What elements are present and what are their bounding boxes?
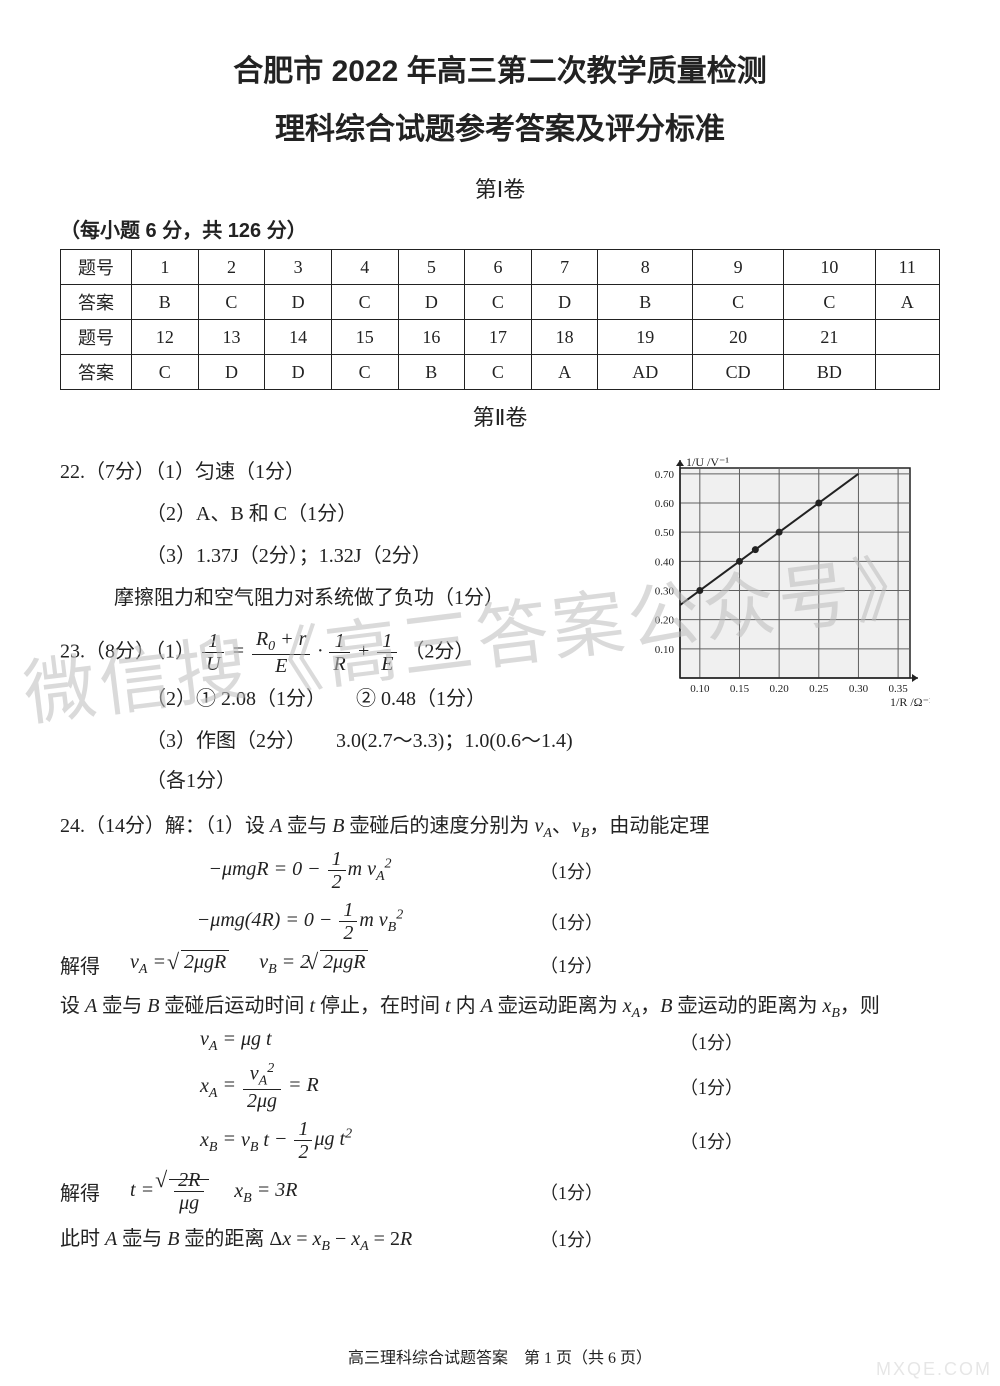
eq-4-pts: （1分）: [680, 1029, 800, 1055]
q23-prefix: 23.（8分）（1）: [60, 640, 195, 662]
chart-container: 0.10 0.15 0.20 0.25 0.30 0.35 0.10 0.20 0.30 0.40…: [640, 450, 940, 725]
q23-pts1: （2分）: [404, 640, 474, 662]
q24-head: 24.（14分）解：（1）设 A 壶与 B 壶碰后的速度分别为 vA、vB，由动…: [60, 809, 940, 842]
q23-line3: （3）作图（2分） 3.0(2.7～3.3)；1.0(0.6～1.4) （各1分…: [60, 721, 632, 801]
q22-line2: （2）A、B 和 C（1分）: [60, 494, 632, 534]
title-line-1: 合肥市 2022 年高三第二次教学质量检测: [60, 46, 940, 90]
eq-7: t = 2Rμg xB = 3R: [130, 1169, 540, 1214]
q22-line1: 22.（7分）（1）匀速（1分）: [60, 452, 632, 492]
table-row: 答案 C D D C B C A AD CD BD: [61, 355, 940, 390]
q23-line2: （2）① 2.08（1分） ② 0.48（1分）: [60, 679, 632, 719]
eq-4: vA = μg t: [60, 1028, 680, 1055]
eq-6: xB = vB t − 12μg t2: [60, 1118, 680, 1163]
svg-text:0.15: 0.15: [730, 683, 750, 695]
left-content: 22.（7分）（1）匀速（1分） （2）A、B 和 C（1分） （3）1.37J…: [60, 450, 632, 803]
eq-5-pts: （1分）: [680, 1074, 800, 1100]
svg-text:0.35: 0.35: [888, 683, 908, 695]
svg-text:0.70: 0.70: [655, 469, 675, 481]
q24-between: 设 A 壶与 B 壶碰后运动时间 t 停止，在时间 t 内 A 壶运动距离为 x…: [60, 989, 940, 1022]
eq-1-pts: （1分）: [540, 858, 660, 884]
svg-text:0.20: 0.20: [770, 683, 790, 695]
answer-table: 题号 1 2 3 4 5 6 7 8 9 10 11 答案 B C D C D …: [60, 249, 940, 390]
title-line-2: 理科综合试题参考答案及评分标准: [60, 104, 940, 148]
eq-8: 此时 A 壶与 B 壶的距离 Δx = xB − xA = 2R: [60, 1222, 540, 1255]
q22-line3: （3）1.37J（2分）；1.32J（2分）: [60, 536, 632, 576]
eq-5: xA = vA22μg = R: [60, 1061, 680, 1112]
eq-6-pts: （1分）: [680, 1128, 800, 1154]
corner-watermark: MXQE.COM: [876, 1359, 992, 1380]
eq-3-pts: （1分）: [540, 952, 660, 978]
line-chart: 0.10 0.15 0.20 0.25 0.30 0.35 0.10 0.20 0.30 0.40…: [640, 450, 930, 720]
eq-7-pts: （1分）: [540, 1179, 660, 1205]
table-header-q: 题号: [61, 250, 132, 285]
eq-2-pts: （1分）: [540, 909, 660, 935]
page: 微信搜《高三答案公众号》 合肥市 2022 年高三第二次教学质量检测 理科综合试…: [0, 0, 1000, 1386]
solve-label-1: 解得: [60, 950, 130, 979]
svg-text:0.30: 0.30: [849, 683, 869, 695]
svg-text:0.50: 0.50: [655, 527, 675, 539]
svg-text:1/U /V⁻¹: 1/U /V⁻¹: [686, 455, 729, 469]
page-footer: 高三理科综合试题答案 第 1 页（共 6 页）: [0, 1344, 1000, 1368]
table-row: 题号 12 13 14 15 16 17 18 19 20 21: [61, 320, 940, 355]
svg-text:0.20: 0.20: [655, 615, 675, 627]
section-1-heading: 第Ⅰ卷: [60, 172, 940, 204]
table-row: 答案 B C D C D C D B C C A: [61, 285, 940, 320]
svg-text:0.10: 0.10: [690, 683, 710, 695]
table-row: 题号 1 2 3 4 5 6 7 8 9 10 11: [61, 250, 940, 285]
eq-1: −μmgR = 0 − 12m vA2: [60, 848, 540, 893]
table-header-a: 答案: [61, 285, 132, 320]
svg-text:0.25: 0.25: [809, 683, 829, 695]
scoring-note: （每小题 6 分，共 126 分）: [60, 214, 940, 243]
svg-text:1/R /Ω⁻¹: 1/R /Ω⁻¹: [890, 695, 930, 709]
section-2-heading: 第Ⅱ卷: [60, 400, 940, 432]
solve-label-2: 解得: [60, 1177, 130, 1206]
eq-8-pts: （1分）: [540, 1226, 660, 1252]
q22-line4: 摩擦阻力和空气阻力对系统做了负功（1分）: [60, 578, 632, 618]
svg-text:0.30: 0.30: [655, 586, 675, 598]
q23-line1: 23.（8分）（1） 1U = R0 + rE · 1R + 1E （2分）: [60, 628, 632, 677]
eq-3: vA = 2μgR vB = 22μgR: [130, 951, 540, 978]
eq-2: −μmg(4R) = 0 − 12m vB2: [60, 899, 540, 944]
svg-text:0.40: 0.40: [655, 556, 675, 568]
svg-text:0.10: 0.10: [655, 644, 675, 656]
svg-text:0.60: 0.60: [655, 498, 675, 510]
